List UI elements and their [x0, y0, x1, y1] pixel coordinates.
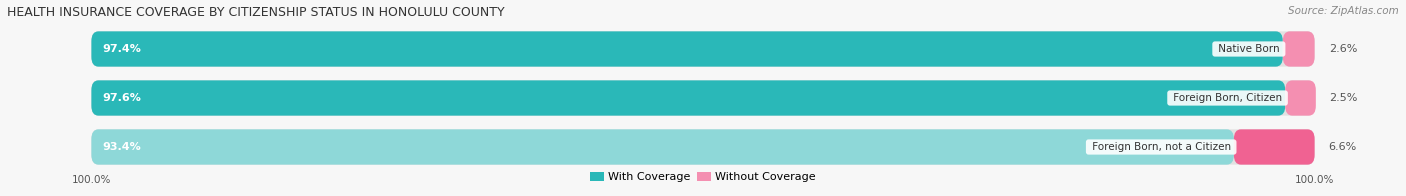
Text: Foreign Born, Citizen: Foreign Born, Citizen — [1170, 93, 1285, 103]
FancyBboxPatch shape — [91, 31, 1282, 67]
Text: 97.6%: 97.6% — [103, 93, 142, 103]
Text: 100.0%: 100.0% — [1295, 175, 1334, 185]
Text: 93.4%: 93.4% — [103, 142, 142, 152]
FancyBboxPatch shape — [1285, 80, 1316, 116]
Text: Native Born: Native Born — [1215, 44, 1282, 54]
Text: 2.5%: 2.5% — [1329, 93, 1357, 103]
FancyBboxPatch shape — [1234, 129, 1315, 165]
FancyBboxPatch shape — [91, 129, 1234, 165]
Text: 2.6%: 2.6% — [1329, 44, 1357, 54]
FancyBboxPatch shape — [91, 31, 1315, 67]
Text: Source: ZipAtlas.com: Source: ZipAtlas.com — [1288, 6, 1399, 16]
FancyBboxPatch shape — [91, 129, 1315, 165]
FancyBboxPatch shape — [91, 80, 1315, 116]
Text: Foreign Born, not a Citizen: Foreign Born, not a Citizen — [1088, 142, 1234, 152]
Text: 97.4%: 97.4% — [103, 44, 142, 54]
FancyBboxPatch shape — [91, 80, 1285, 116]
Text: 6.6%: 6.6% — [1329, 142, 1357, 152]
Legend: With Coverage, Without Coverage: With Coverage, Without Coverage — [586, 167, 820, 187]
Text: 100.0%: 100.0% — [72, 175, 111, 185]
FancyBboxPatch shape — [1282, 31, 1315, 67]
Text: HEALTH INSURANCE COVERAGE BY CITIZENSHIP STATUS IN HONOLULU COUNTY: HEALTH INSURANCE COVERAGE BY CITIZENSHIP… — [7, 6, 505, 19]
